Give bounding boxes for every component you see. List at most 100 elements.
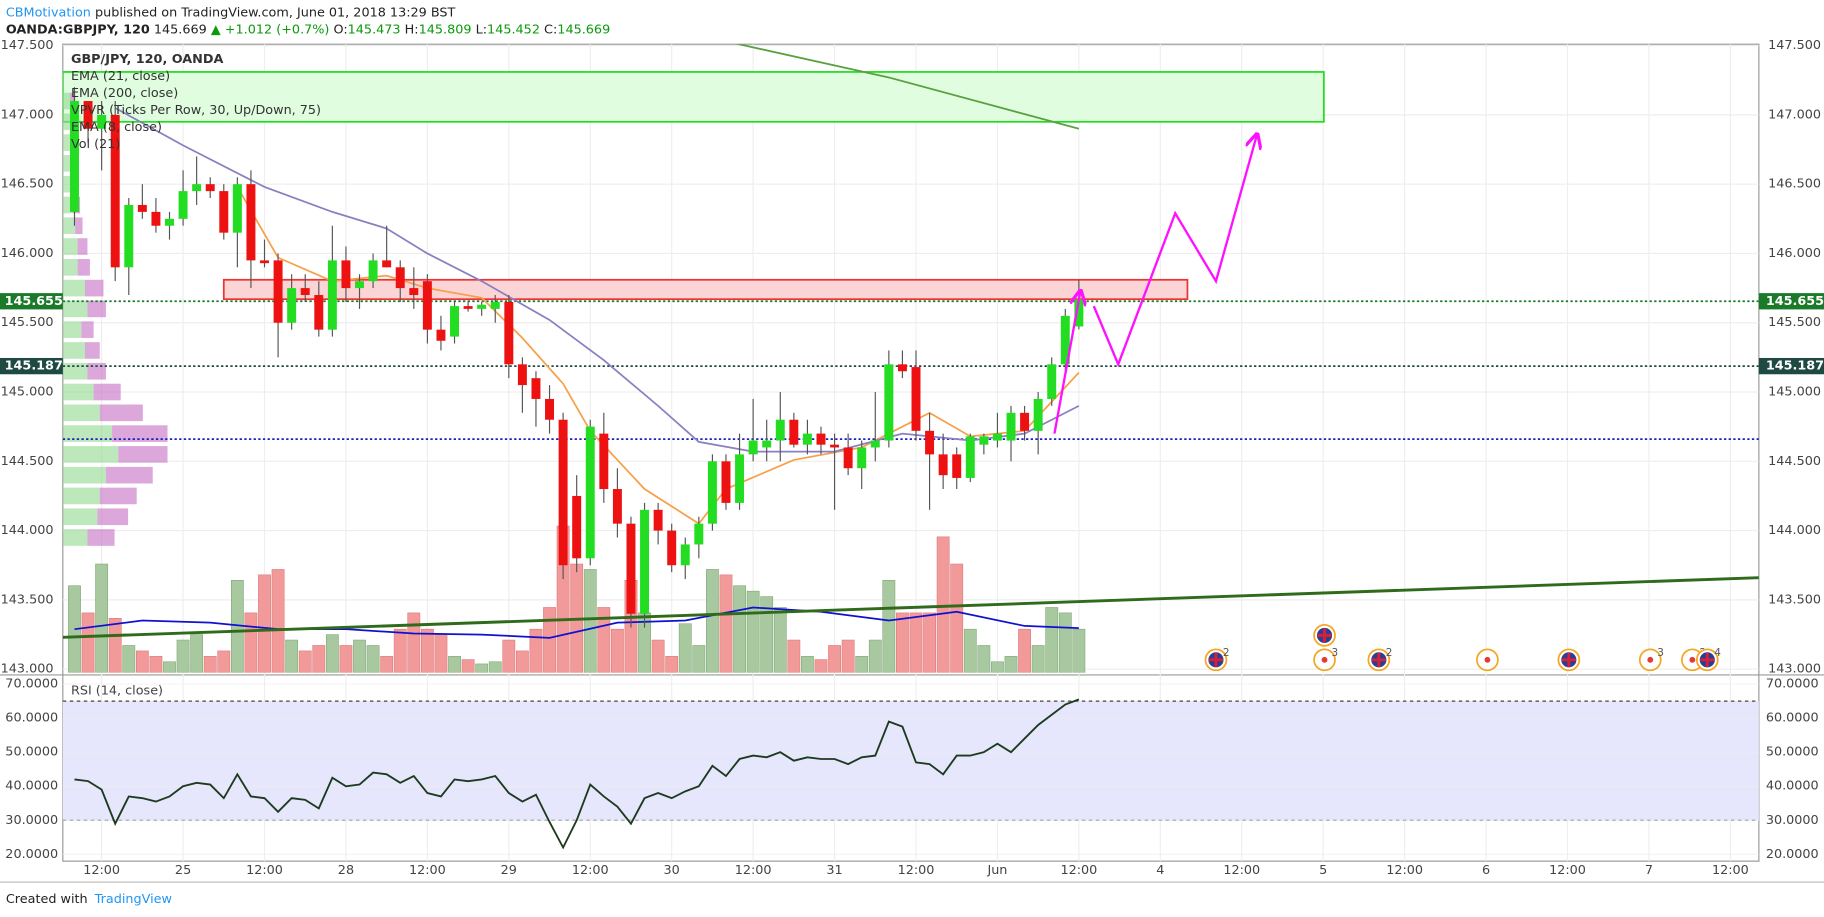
candle-body — [531, 378, 541, 399]
zone — [62, 71, 1325, 123]
volume-bar — [733, 585, 746, 673]
candle-body — [1074, 299, 1084, 327]
event-dot — [1484, 656, 1491, 663]
flag-cross — [1561, 652, 1576, 667]
profile-up — [62, 487, 100, 505]
y-tick-label: 146.000 — [1, 246, 54, 261]
candle-body — [273, 260, 283, 323]
volume-bar — [855, 656, 869, 673]
candle-body — [165, 218, 174, 226]
volume-bar — [434, 634, 448, 673]
candle-body — [640, 509, 650, 614]
level-tag — [0, 357, 63, 375]
ohlc-label: L: — [475, 22, 488, 38]
profile-up — [62, 404, 100, 422]
candle-body — [436, 329, 446, 341]
candle-body — [830, 444, 840, 448]
y-tick-label: 143.500 — [1, 592, 54, 607]
volume-bar — [665, 656, 679, 673]
candle-body — [205, 184, 215, 192]
y-tick-label: 144.500 — [1, 454, 54, 469]
level-label: 145.187 — [1766, 359, 1824, 374]
candle-body — [857, 447, 867, 469]
level-label: 145.655 — [1766, 294, 1824, 309]
y-tick-label: 144.000 — [1, 523, 54, 538]
candle-body — [341, 260, 351, 289]
candle-body — [232, 184, 242, 233]
volume-bar — [597, 607, 611, 673]
volume-bar — [692, 645, 706, 673]
x-tick-label: 4 — [1156, 863, 1164, 878]
trendline — [62, 576, 1759, 639]
profile-down — [87, 300, 106, 318]
candle-body — [1060, 315, 1070, 365]
candle-body — [979, 436, 989, 445]
candle-body — [409, 288, 419, 296]
volume-bar — [312, 645, 326, 673]
published: published on TradingView.com, June 01, 2… — [94, 4, 456, 20]
zone — [222, 278, 1189, 301]
y-tick-label: 144.500 — [1768, 454, 1821, 469]
volume-bar — [1045, 607, 1059, 673]
profile-down — [77, 259, 90, 276]
price-pane — [62, 44, 1759, 673]
profile-up — [62, 362, 88, 380]
candle-body — [395, 267, 405, 289]
candle-body — [612, 489, 622, 524]
volume-bar — [950, 563, 964, 673]
candle-body — [748, 440, 758, 455]
volume-bar — [610, 628, 624, 673]
ohlc-label: C: — [544, 22, 558, 38]
candle-body — [287, 288, 297, 323]
ohlc-label: H: — [404, 22, 419, 38]
profile-up — [62, 217, 76, 235]
candle-body — [762, 440, 772, 448]
profile-up — [62, 300, 88, 318]
volume-bar — [773, 607, 787, 673]
volume-bar — [963, 628, 977, 673]
volume-bar — [868, 639, 882, 673]
profile-up — [62, 425, 113, 442]
volume-bar — [678, 623, 692, 673]
candle-body — [992, 433, 1002, 441]
profile-down — [99, 404, 143, 422]
x-tick-label: 12:00 — [735, 863, 772, 878]
x-tick-label: 7 — [1645, 863, 1653, 878]
candle-body — [178, 191, 188, 219]
volume-bar — [135, 650, 149, 673]
legend-entry: Vol (21) — [71, 137, 120, 152]
volume-bar — [1031, 645, 1045, 673]
volume-bar — [122, 645, 136, 673]
profile-down — [87, 529, 115, 546]
rsi-tick-label: 50.0000 — [5, 745, 58, 760]
volume-bar — [163, 661, 176, 673]
x-tick-label: 28 — [338, 863, 354, 878]
volume-bar — [95, 563, 109, 673]
y-tick-label: 144.000 — [1768, 523, 1821, 538]
profile-down — [105, 466, 153, 484]
profile-up — [62, 279, 85, 297]
profile-down — [118, 446, 168, 463]
rsi-tick-label: 70.0000 — [5, 677, 58, 692]
candle-body — [680, 544, 690, 566]
volume-bar — [896, 612, 909, 673]
event-icon — [1313, 624, 1336, 647]
volume-bar — [719, 574, 733, 673]
x-tick-label: 12:00 — [83, 863, 120, 878]
volume-bar — [380, 656, 394, 673]
volume-bar — [841, 639, 855, 673]
candle-body — [884, 364, 894, 441]
rsi-pane: 20.0000 20.0000 30.0000 30.0000 40.0000 40.00… — [5, 677, 1818, 862]
level-tag — [0, 293, 63, 310]
candle-body — [83, 101, 93, 129]
profile-up — [62, 196, 73, 214]
candle-body — [124, 204, 134, 268]
candle-body — [789, 419, 799, 445]
volume-bar — [828, 645, 841, 673]
candle-body — [137, 204, 147, 212]
volume-bar — [420, 628, 434, 673]
volume-bar — [488, 661, 502, 673]
x-tick-label: 31 — [826, 863, 842, 878]
symbol: OANDA:GBPJPY, 120 — [5, 22, 150, 38]
profile-up — [62, 155, 71, 172]
